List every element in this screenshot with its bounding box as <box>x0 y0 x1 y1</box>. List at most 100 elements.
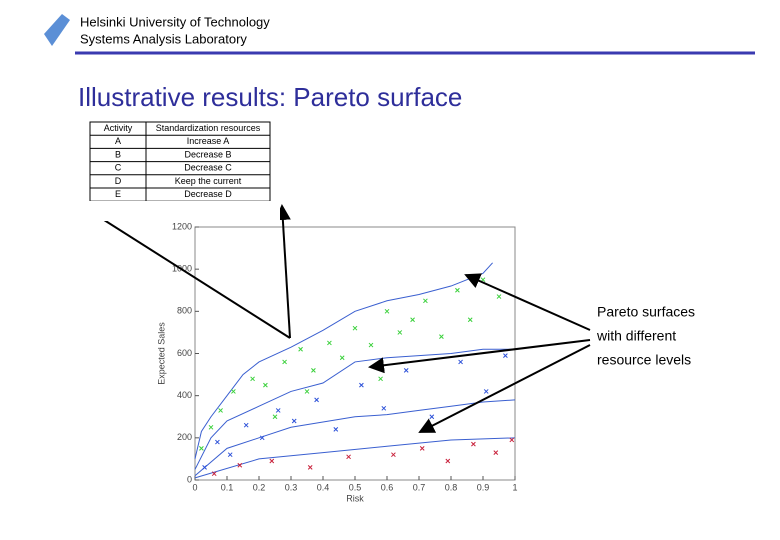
y-tick-label: 400 <box>177 390 192 400</box>
logo <box>44 14 70 46</box>
pareto-line <box>194 399 516 477</box>
point <box>423 298 428 304</box>
table-cell: B <box>115 149 121 159</box>
point <box>378 376 383 382</box>
header-line: Helsinki University of Technology <box>80 14 270 29</box>
point <box>269 458 275 464</box>
x-tick-label: 0.7 <box>413 482 426 492</box>
annotation: with different <box>596 328 676 344</box>
point <box>391 452 396 458</box>
pareto-line <box>194 437 516 479</box>
table-header: Activity <box>104 123 133 133</box>
table-cell: E <box>115 189 121 199</box>
point <box>496 294 502 299</box>
pareto-line <box>194 348 515 470</box>
point <box>208 424 214 430</box>
point <box>263 382 268 388</box>
point <box>327 340 332 346</box>
point <box>368 342 374 348</box>
point <box>455 287 460 293</box>
point <box>429 414 435 420</box>
chart: 02004006008001000120000.10.20.30.40.50.6… <box>156 221 517 503</box>
x-tick-label: 0.5 <box>349 482 362 492</box>
point <box>215 439 220 445</box>
table-cell: Increase A <box>187 136 230 146</box>
slide-title: Illustrative results: Pareto surface <box>78 82 462 112</box>
point <box>311 368 316 373</box>
point <box>419 446 425 451</box>
table-cell: A <box>115 136 121 146</box>
point <box>403 368 409 373</box>
point <box>493 450 499 455</box>
point <box>304 389 310 394</box>
x-axis-label: Risk <box>346 493 364 503</box>
y-tick-label: 800 <box>177 306 192 316</box>
point <box>243 422 249 428</box>
point <box>381 405 387 411</box>
x-tick-label: 0.4 <box>317 482 330 492</box>
y-tick-label: 600 <box>177 348 192 358</box>
point <box>259 435 265 441</box>
point <box>202 464 207 470</box>
x-tick-label: 0.3 <box>285 482 298 492</box>
x-tick-label: 0 <box>192 482 197 492</box>
table-cell: Decrease C <box>184 163 232 173</box>
point <box>503 353 508 358</box>
table-cell: D <box>115 176 122 186</box>
point <box>439 334 444 339</box>
point <box>410 317 415 323</box>
point <box>272 414 278 420</box>
point <box>483 389 489 394</box>
x-tick-label: 0.1 <box>221 482 234 492</box>
x-tick-label: 0.8 <box>445 482 458 492</box>
x-tick-label: 0.6 <box>381 482 394 492</box>
point <box>199 446 204 451</box>
point <box>314 397 319 403</box>
point <box>275 408 281 413</box>
point <box>282 359 287 365</box>
annotation: resource levels <box>597 352 691 368</box>
point <box>211 471 217 477</box>
point <box>231 389 236 394</box>
x-tick-label: 0.9 <box>477 482 490 492</box>
point <box>467 317 473 323</box>
point <box>339 355 345 361</box>
x-tick-label: 0.2 <box>253 482 266 492</box>
point <box>227 452 233 458</box>
table-cell: Decrease D <box>184 189 232 199</box>
table-cell: Keep the current <box>175 176 242 186</box>
plot-frame <box>194 226 516 481</box>
point <box>384 308 390 314</box>
pareto-line <box>194 262 493 460</box>
point <box>298 346 303 352</box>
y-tick-label: 0 <box>187 474 192 484</box>
point <box>471 441 476 447</box>
annotation: Pareto surfaces <box>597 304 695 320</box>
activity-table: Activity Standardization resources A Increa… <box>89 121 271 202</box>
table-header: Standardization resources <box>156 123 261 133</box>
point <box>397 330 403 335</box>
point <box>359 382 364 388</box>
point <box>307 464 313 470</box>
y-tick-label: 1200 <box>172 221 192 231</box>
point <box>291 418 297 424</box>
point <box>333 427 339 432</box>
arrows <box>80 204 591 433</box>
point <box>237 462 243 468</box>
point <box>218 408 223 413</box>
table-cell: C <box>115 163 122 173</box>
point <box>445 458 451 464</box>
point <box>250 376 255 382</box>
point <box>346 454 351 460</box>
table-clip <box>80 201 280 221</box>
table-cell: Decrease B <box>184 149 231 159</box>
point <box>352 325 358 331</box>
x-tick-label: 1 <box>512 482 517 492</box>
point <box>509 437 515 443</box>
y-tick-label: 200 <box>177 432 192 442</box>
header-line: Systems Analysis Laboratory <box>80 31 247 46</box>
point <box>458 359 463 365</box>
y-axis-label: Expected Sales <box>156 322 166 385</box>
